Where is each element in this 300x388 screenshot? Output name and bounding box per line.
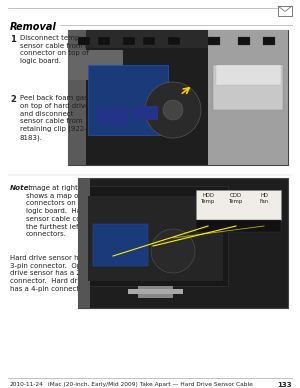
Bar xyxy=(98,37,110,45)
Text: ODD
Temp: ODD Temp xyxy=(229,193,243,204)
Bar xyxy=(68,30,288,48)
Bar xyxy=(133,106,158,120)
Text: Peel back foam gasket
on top of hard drive
and disconnect
sensor cable from
reta: Peel back foam gasket on top of hard dri… xyxy=(20,95,99,141)
Bar xyxy=(213,65,283,110)
Bar xyxy=(168,37,180,45)
Text: 2010-11-24: 2010-11-24 xyxy=(10,382,44,387)
Bar xyxy=(128,289,183,294)
Bar xyxy=(78,178,288,308)
Bar xyxy=(278,6,292,16)
Text: Removal: Removal xyxy=(10,22,57,32)
Bar xyxy=(263,37,275,45)
Text: 133: 133 xyxy=(278,382,292,388)
Bar xyxy=(238,37,250,45)
Circle shape xyxy=(163,100,183,120)
Text: HD
Fan: HD Fan xyxy=(260,193,268,204)
Bar xyxy=(93,224,148,266)
Text: Note:: Note: xyxy=(10,185,32,191)
Bar xyxy=(88,65,168,135)
Text: 2: 2 xyxy=(10,95,16,104)
Bar xyxy=(196,190,281,220)
Bar xyxy=(83,186,228,286)
Text: Disconnect temp
sensor cable from its
connector on top of
logic board.: Disconnect temp sensor cable from its co… xyxy=(20,35,93,64)
Bar xyxy=(78,37,90,45)
Text: Hard drive sensor has a
3-pin connector.  Optical
drive sensor has a 2-pin
conne: Hard drive sensor has a 3-pin connector.… xyxy=(10,255,101,292)
Text: 1: 1 xyxy=(10,35,16,44)
Circle shape xyxy=(145,82,201,138)
Bar xyxy=(68,30,86,165)
Bar xyxy=(196,220,281,232)
Bar xyxy=(208,30,288,165)
Bar xyxy=(78,178,90,308)
Bar xyxy=(68,30,288,165)
Bar xyxy=(123,37,135,45)
Bar xyxy=(208,37,220,45)
Text: Image at right
shows a map of
connectors on top of
logic board.  Hard drive
sens: Image at right shows a map of connectors… xyxy=(26,185,113,237)
Text: iMac (20-inch, Early/Mid 2009) Take Apart — Hard Drive Sensor Cable: iMac (20-inch, Early/Mid 2009) Take Apar… xyxy=(48,382,252,387)
Circle shape xyxy=(151,229,195,273)
Bar xyxy=(88,196,223,281)
Bar xyxy=(143,37,155,45)
Bar xyxy=(138,286,173,298)
Bar xyxy=(68,50,123,80)
Text: HDD
Temp: HDD Temp xyxy=(201,193,215,204)
Bar xyxy=(98,107,128,125)
Bar xyxy=(216,65,281,85)
